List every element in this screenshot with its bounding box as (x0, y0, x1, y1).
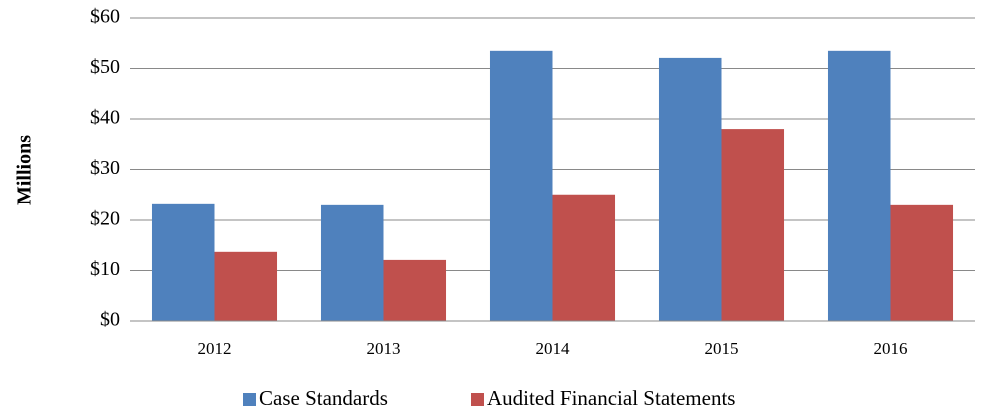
x-tick-label: 2012 (198, 339, 232, 358)
legend-swatch (471, 393, 484, 406)
x-tick-label: 2016 (874, 339, 908, 358)
y-tick-label: $20 (90, 208, 120, 230)
bar (721, 129, 785, 321)
bar (214, 251, 278, 321)
x-tick-label: 2014 (536, 339, 571, 358)
y-tick-label: $10 (90, 258, 120, 280)
y-tick-label: $60 (90, 6, 120, 28)
y-tick-label: $0 (100, 309, 120, 331)
y-tick-label: $40 (90, 107, 120, 129)
legend-label: Audited Financial Statements (487, 386, 735, 410)
bar (552, 194, 616, 321)
bar (827, 50, 891, 321)
x-tick-label: 2015 (705, 339, 739, 358)
bar (383, 259, 447, 321)
y-axis-label: Millions (14, 135, 36, 205)
bar (890, 204, 954, 321)
legend-swatch (243, 393, 256, 406)
x-tick-label: 2013 (367, 339, 401, 358)
bar (658, 57, 722, 322)
y-tick-label: $50 (90, 56, 120, 78)
bar (151, 203, 215, 321)
bar (320, 204, 384, 321)
y-tick-label: $30 (90, 157, 120, 179)
legend-label: Case Standards (259, 386, 388, 410)
bar (489, 50, 553, 321)
